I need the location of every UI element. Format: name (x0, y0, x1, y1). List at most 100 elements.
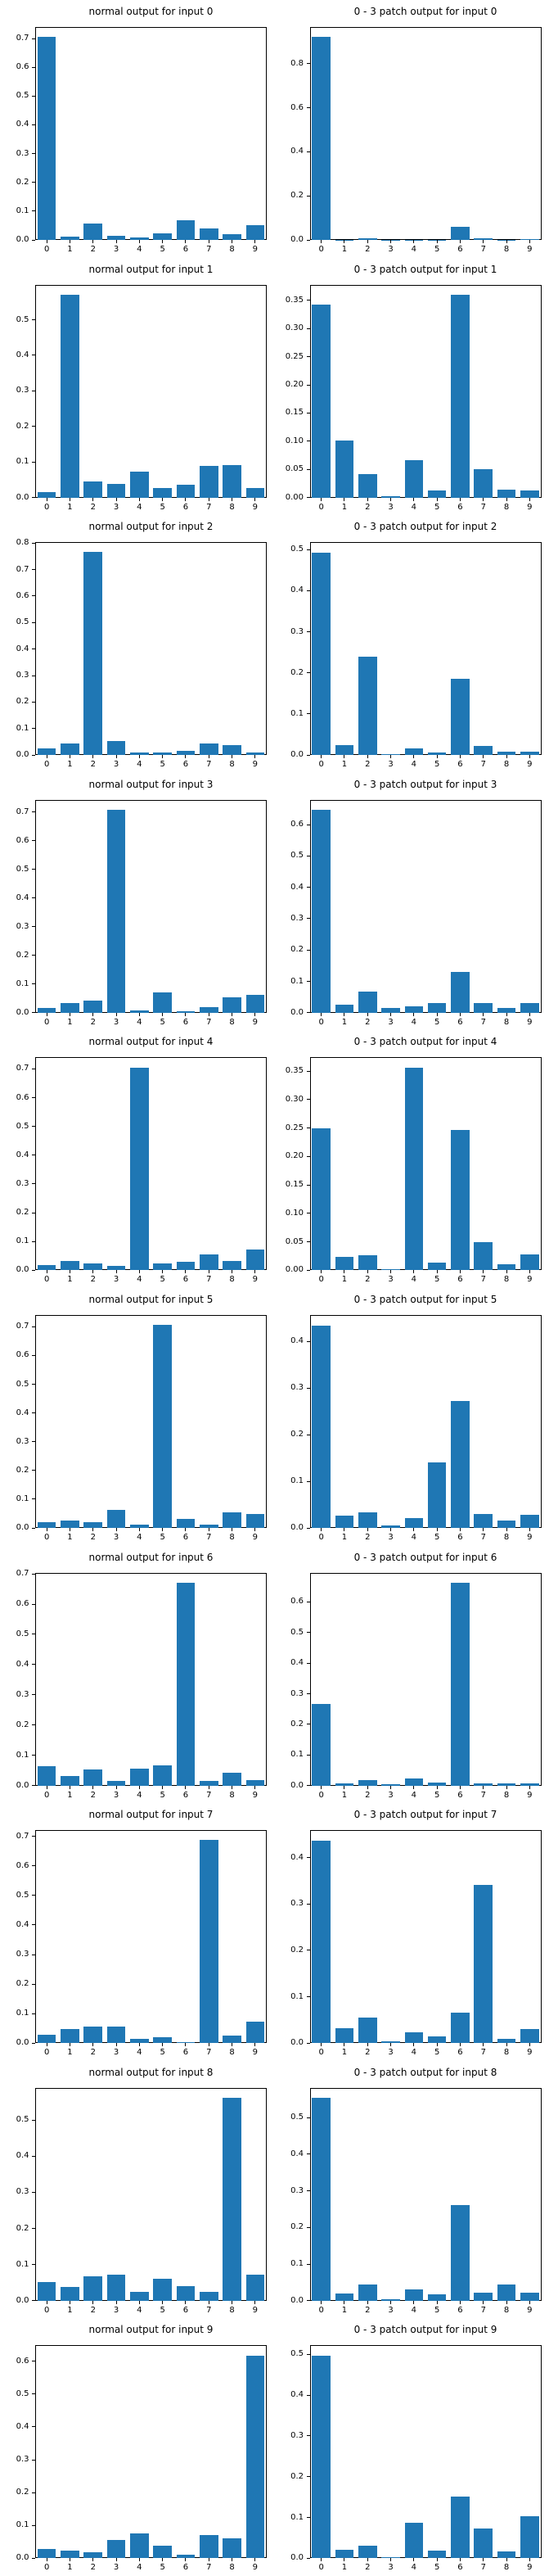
bar-class-4 (404, 748, 424, 756)
y-tick-label: 0.1 (16, 2520, 29, 2530)
x-tick (185, 2300, 187, 2304)
x-tick-label: 2 (365, 245, 371, 254)
bar-class-1 (335, 2294, 354, 2301)
bar-class-0 (312, 304, 331, 498)
x-tick-label: 5 (160, 1533, 165, 1542)
x-tick (162, 2043, 164, 2047)
chart-title: 0 - 3 patch output for input 4 (353, 1036, 497, 1048)
y-tick (306, 2226, 310, 2228)
x-tick-label: 9 (527, 1017, 533, 1027)
chart-title: 0 - 3 patch output for input 8 (353, 2066, 497, 2078)
x-tick-label: 8 (229, 2305, 235, 2315)
x-tick-label: 1 (67, 1533, 73, 1542)
x-tick (390, 240, 392, 243)
y-tick (32, 1326, 35, 1327)
x-tick-label: 6 (182, 1533, 189, 1542)
x-tick (390, 1785, 392, 1789)
bar-class-6 (451, 2496, 470, 2559)
bar-class-1 (61, 1520, 79, 1528)
x-tick (367, 240, 368, 243)
x-tick (115, 1012, 117, 1016)
y-tick (32, 426, 35, 427)
bar-class-3 (381, 1784, 400, 1786)
y-tick (32, 728, 35, 730)
x-tick (436, 2558, 438, 2562)
bar-class-5 (427, 752, 447, 756)
x-tick-label: 4 (411, 502, 417, 512)
bar-class-3 (106, 1265, 126, 1271)
x-tick (321, 2043, 322, 2047)
bar-class-1 (335, 745, 354, 756)
y-tick (32, 1573, 35, 1575)
x-tick-label: 1 (67, 760, 73, 770)
x-tick-label: 5 (160, 760, 165, 770)
x-tick-label: 7 (206, 2048, 212, 2058)
y-tick (306, 2557, 310, 2559)
bar-class-6 (176, 1583, 196, 1786)
bar-class-7 (474, 2529, 493, 2559)
bar-class-8 (497, 1520, 516, 1528)
x-tick (92, 240, 94, 243)
bar-class-8 (497, 751, 516, 756)
y-tick-label: 0.7 (16, 1064, 29, 1073)
y-tick (306, 2394, 310, 2396)
x-tick (483, 1528, 484, 1531)
y-tick-label: 0.0 (290, 2038, 304, 2048)
y-tick-label: 0.4 (290, 2390, 304, 2400)
y-tick-label: 0.05 (285, 464, 304, 474)
bar-class-6 (451, 972, 470, 1013)
bar-class-0 (37, 37, 56, 240)
y-tick (32, 701, 35, 703)
bar-class-7 (474, 1003, 493, 1013)
bar-class-1 (61, 743, 79, 756)
y-tick-label: 0.35 (285, 1066, 304, 1076)
x-tick (506, 1785, 507, 1789)
y-tick (32, 153, 35, 155)
chart-title: normal output for input 5 (88, 1294, 214, 1305)
bar-class-1 (335, 2549, 354, 2559)
x-tick-label: 5 (160, 1017, 165, 1027)
bar-class-5 (427, 2550, 447, 2559)
x-tick (185, 1012, 187, 1016)
y-tick-label: 0.7 (16, 1569, 29, 1579)
bar-class-9 (520, 2516, 539, 2559)
y-tick-label: 0.3 (16, 1436, 29, 1446)
y-tick (32, 2013, 35, 2014)
bar-class-8 (223, 745, 241, 756)
x-tick-label: 7 (480, 1790, 486, 1800)
y-tick-label: 0.6 (16, 1860, 29, 1870)
x-tick-label: 4 (137, 1533, 142, 1542)
chart-cell: normal output for input 1 0.0 0.1 0.2 0.3 0.4… (0, 258, 274, 516)
bar-class-5 (153, 1263, 172, 1271)
x-tick (529, 2300, 530, 2304)
x-tick-label: 2 (365, 760, 371, 770)
x-tick (529, 1528, 530, 1531)
bar-class-9 (245, 995, 265, 1013)
y-tick-label: 0.2 (16, 1465, 29, 1475)
y-tick-label: 0.7 (16, 34, 29, 43)
x-tick (254, 240, 256, 243)
y-tick-label: 0.0 (290, 1523, 304, 1532)
x-tick-label: 4 (137, 1275, 142, 1285)
y-tick (306, 1269, 310, 1271)
bar-class-4 (404, 1518, 424, 1528)
bar-class-1 (335, 1005, 354, 1013)
y-tick (32, 595, 35, 597)
bar-class-1 (335, 1783, 354, 1786)
x-tick (92, 2043, 94, 2047)
x-tick (506, 2300, 507, 2304)
x-tick-label: 8 (229, 760, 235, 770)
bar-class-4 (404, 2031, 424, 2044)
x-tick (506, 755, 507, 759)
y-tick (306, 63, 310, 65)
x-tick (92, 1785, 94, 1789)
x-tick (367, 1012, 368, 1016)
x-tick (138, 2300, 140, 2304)
x-tick-label: 5 (434, 1017, 440, 1027)
y-tick (32, 2459, 35, 2461)
y-tick (32, 182, 35, 183)
x-tick (390, 2043, 392, 2047)
chart-title: normal output for input 1 (88, 263, 214, 275)
y-tick (306, 300, 310, 301)
